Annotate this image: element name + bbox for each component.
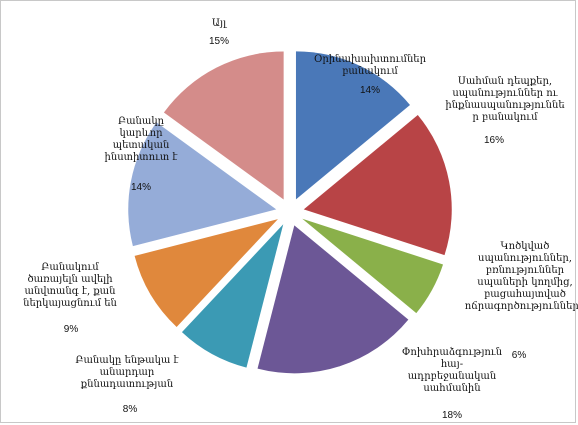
slice-label-2: Սահման դեպքեր, սպանություններ ու ինքնասպան… [445, 76, 565, 146]
pie-slice-6 [134, 219, 278, 328]
pie-slice-4 [257, 225, 409, 374]
slice-label-text-4: Փոխհրաձգություն հայ-ադրբեջանական սահմանինՓ… [402, 347, 503, 394]
slice-percent-6: 9% [64, 324, 79, 335]
slice-label-text-6: Բանակում ծառայելն ավելի անվտանգ է, քան ներկ… [23, 262, 117, 309]
slice-percent-5: 8% [123, 404, 138, 415]
slice-label-1: Օրինախախտումներ բանակումՕրինախախտումներ բ… [314, 54, 427, 96]
pie-slice-1 [295, 51, 410, 200]
slice-label-text-5: Բանակը ենթակա է անարդար քննադատությանԲանակ… [75, 355, 179, 390]
slice-percent-4: 18% [442, 410, 462, 421]
slice-label-5: Բանակը ենթակա է անարդար քննադատությանԲանակ… [75, 355, 179, 415]
slice-label-8: ԱյլԱյլ 15% [209, 18, 229, 47]
slice-label-text-1: Օրինախախտումներ բանակումՕրինախախտումներ բ… [314, 54, 427, 77]
pie-slice-8 [163, 51, 284, 200]
slice-label-4: Փոխհրաձգություն հայ-ադրբեջանական սահմանինՓ… [402, 347, 503, 421]
slice-percent-7: 14% [131, 182, 151, 193]
pie-slice-7 [128, 122, 277, 247]
slice-label-7: Բանակը կարևոր պետական ինստիտուտ էԲանակը կար… [105, 116, 179, 193]
slice-label-3: Կոծկված սպանություններ, բռնություններ սպանե… [465, 241, 578, 361]
pie-slice-2 [303, 115, 452, 256]
slice-label-text-7: Բանակը կարևոր պետական ինստիտուտ էԲանակը կար… [105, 116, 179, 163]
slice-percent-1: 14% [360, 85, 380, 96]
slice-label-6: Բանակում ծառայելն ավելի անվտանգ է, քան ներկ… [23, 262, 117, 335]
slice-label-text-3: Կոծկված սպանություններ, բռնություններ սպանե… [465, 241, 578, 312]
slice-percent-2: 16% [484, 135, 504, 146]
pie-slice-3 [302, 218, 444, 314]
pie-slice-5 [181, 224, 284, 368]
slice-label-text-8: ԱյլԱյլ [212, 18, 227, 29]
slice-percent-8: 15% [209, 36, 229, 47]
slice-label-text-2: Սահման դեպքեր, սպանություններ ու ինքնասպան… [445, 76, 565, 123]
slice-percent-3: 6% [512, 350, 527, 361]
